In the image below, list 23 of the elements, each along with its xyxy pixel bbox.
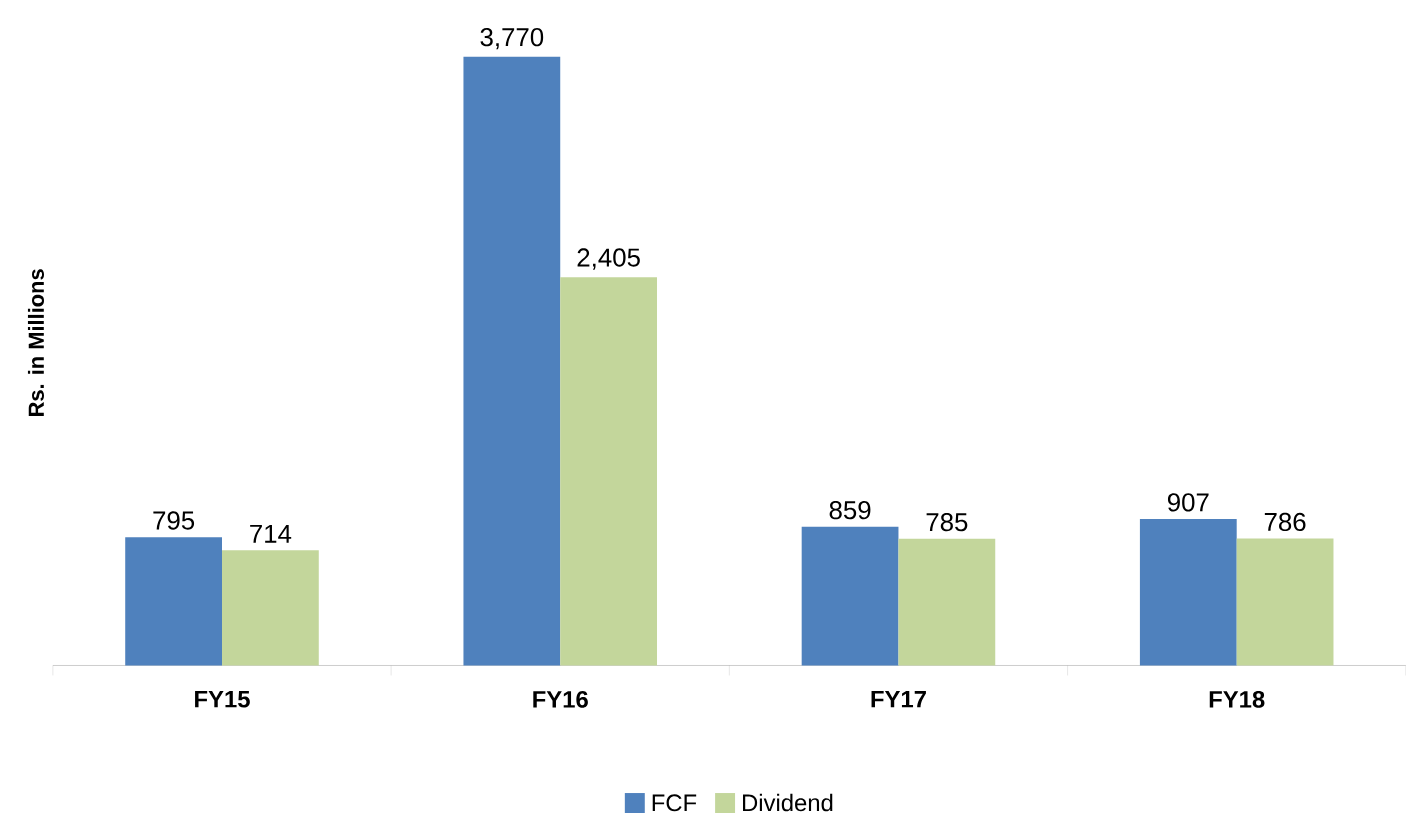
- bar: [801, 526, 899, 666]
- bar: [125, 537, 222, 666]
- y-axis-title: Rs. in Millions: [27, 269, 45, 416]
- data-label: 3,770: [480, 27, 544, 50]
- data-label: 785: [926, 512, 968, 532]
- data-label: 859: [829, 500, 871, 520]
- x-tick-label: FY16: [533, 690, 588, 708]
- legend-label: FCF: [652, 794, 697, 812]
- bar: [463, 56, 561, 666]
- legend-label: Dividend: [743, 793, 833, 812]
- bar: [1139, 518, 1237, 666]
- x-tick-label: FY18: [1209, 690, 1265, 708]
- bar: [560, 277, 658, 666]
- data-label: 795: [153, 511, 195, 530]
- data-label: 786: [1264, 512, 1306, 532]
- data-label: 907: [1167, 493, 1209, 512]
- bar: [898, 538, 996, 666]
- bar: [1236, 538, 1334, 666]
- bar: [222, 550, 319, 666]
- data-label: 714: [250, 524, 292, 543]
- x-tick-label: FY15: [195, 690, 250, 708]
- data-label: 2,405: [577, 248, 640, 270]
- x-tick-label: FY17: [871, 690, 926, 708]
